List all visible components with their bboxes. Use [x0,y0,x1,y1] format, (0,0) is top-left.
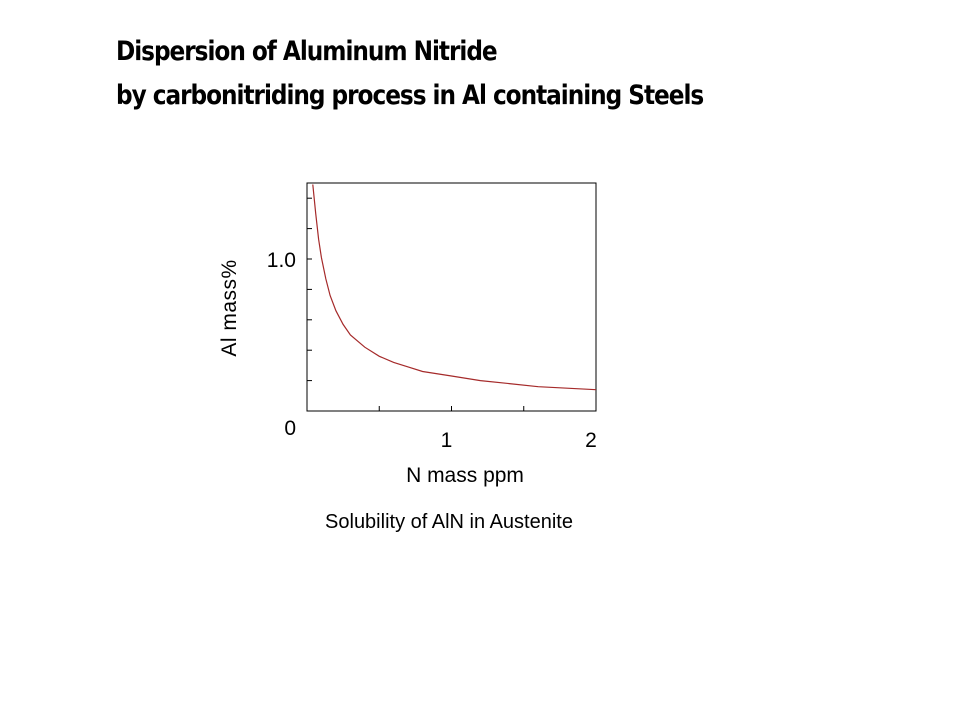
x-tick-label: 2 [585,429,597,452]
x-tick-label: 1 [441,429,453,452]
y-axis-label: Al mass% [218,259,241,356]
plot-frame [306,182,597,412]
title-line-2: by carbonitriding process in Al containi… [116,80,704,111]
tick-labels-group: 1 2 0 1.0 [267,249,597,452]
series-curve [312,184,597,391]
y-tick-label: 1.0 [267,249,296,272]
slide-title: Dispersion of Aluminum Nitride by carbon… [116,30,704,118]
y-tick-label: 0 [284,417,296,440]
x-axis-label: N mass ppm [406,464,524,487]
ticks-group [307,197,525,411]
chart-caption: Solubility of AlN in Austenite [325,511,573,533]
title-line-1: Dispersion of Aluminum Nitride [116,36,498,67]
